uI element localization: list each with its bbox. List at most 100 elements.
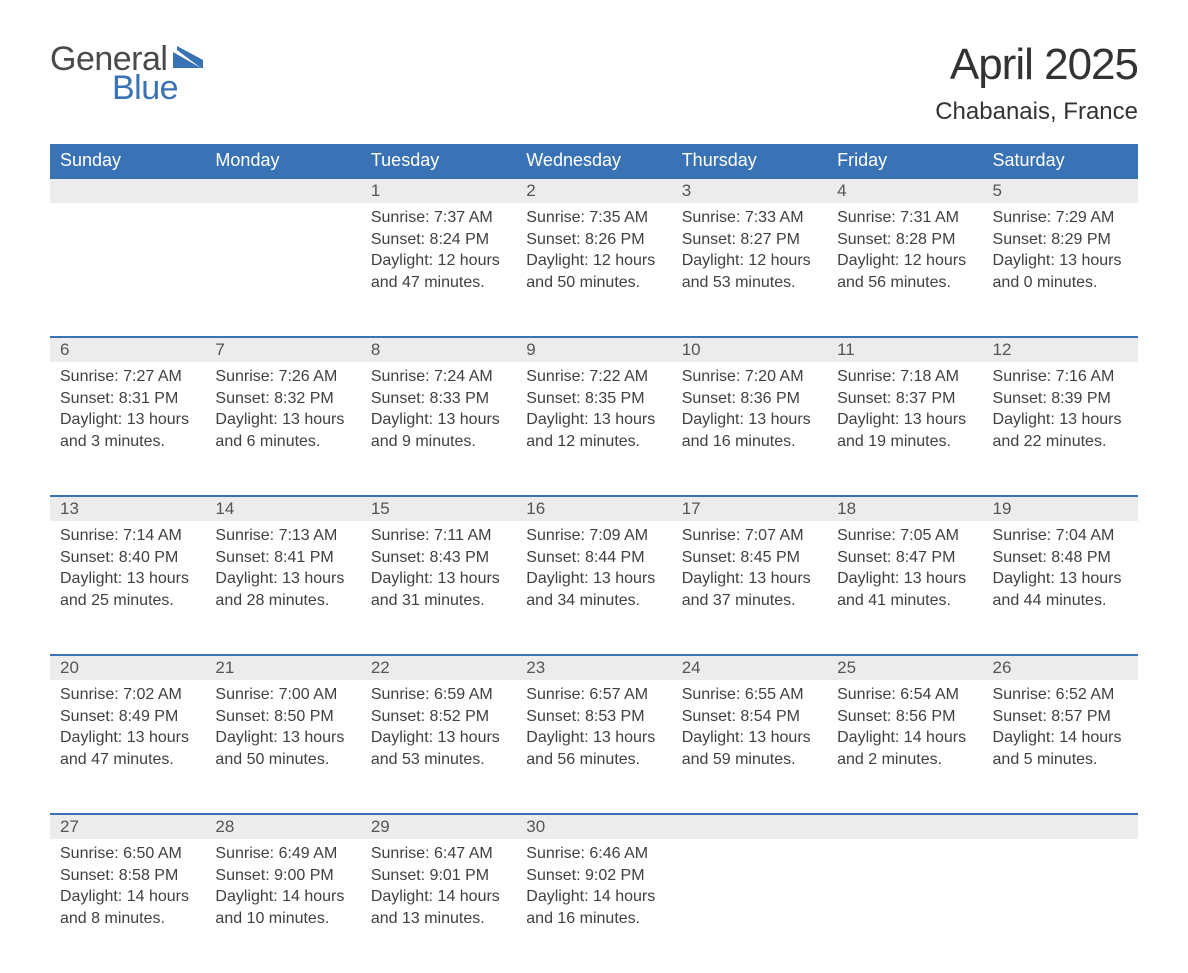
daylight-line: Daylight: 13 hours and 3 minutes. xyxy=(60,409,195,452)
day-number-cell: 19 xyxy=(983,496,1138,521)
sunset-line: Sunset: 9:01 PM xyxy=(371,865,506,887)
day-content-cell: Sunrise: 7:37 AMSunset: 8:24 PMDaylight:… xyxy=(361,203,516,337)
day-content-cell xyxy=(983,839,1138,973)
day-content-cell: Sunrise: 7:22 AMSunset: 8:35 PMDaylight:… xyxy=(516,362,671,496)
day-number-row: 20212223242526 xyxy=(50,655,1138,680)
day-number-cell: 11 xyxy=(827,337,982,362)
sunset-line: Sunset: 8:37 PM xyxy=(837,388,972,410)
day-content-cell: Sunrise: 7:33 AMSunset: 8:27 PMDaylight:… xyxy=(672,203,827,337)
sunrise-line: Sunrise: 7:00 AM xyxy=(215,684,350,706)
daylight-line: Daylight: 12 hours and 50 minutes. xyxy=(526,250,661,293)
sunset-line: Sunset: 8:52 PM xyxy=(371,706,506,728)
sunrise-line: Sunrise: 6:47 AM xyxy=(371,843,506,865)
day-number-cell xyxy=(205,178,360,203)
daylight-line: Daylight: 13 hours and 37 minutes. xyxy=(682,568,817,611)
sunset-line: Sunset: 8:57 PM xyxy=(993,706,1128,728)
sunrise-line: Sunrise: 7:27 AM xyxy=(60,366,195,388)
daylight-line: Daylight: 13 hours and 47 minutes. xyxy=(60,727,195,770)
day-number-cell: 25 xyxy=(827,655,982,680)
weekday-header: Saturday xyxy=(983,144,1138,178)
day-content-cell: Sunrise: 7:20 AMSunset: 8:36 PMDaylight:… xyxy=(672,362,827,496)
sunset-line: Sunset: 8:49 PM xyxy=(60,706,195,728)
sunrise-line: Sunrise: 7:35 AM xyxy=(526,207,661,229)
sunrise-line: Sunrise: 7:31 AM xyxy=(837,207,972,229)
sunset-line: Sunset: 8:27 PM xyxy=(682,229,817,251)
daylight-line: Daylight: 14 hours and 8 minutes. xyxy=(60,886,195,929)
day-content-cell xyxy=(50,203,205,337)
sunrise-line: Sunrise: 7:18 AM xyxy=(837,366,972,388)
sunset-line: Sunset: 8:28 PM xyxy=(837,229,972,251)
day-number-cell: 2 xyxy=(516,178,671,203)
daylight-line: Daylight: 14 hours and 16 minutes. xyxy=(526,886,661,929)
day-number-cell: 6 xyxy=(50,337,205,362)
day-number-row: 27282930 xyxy=(50,814,1138,839)
sunrise-line: Sunrise: 6:46 AM xyxy=(526,843,661,865)
day-content-cell xyxy=(672,839,827,973)
sunset-line: Sunset: 8:50 PM xyxy=(215,706,350,728)
sunrise-line: Sunrise: 6:59 AM xyxy=(371,684,506,706)
daylight-line: Daylight: 13 hours and 44 minutes. xyxy=(993,568,1128,611)
sunrise-line: Sunrise: 7:02 AM xyxy=(60,684,195,706)
sunset-line: Sunset: 8:26 PM xyxy=(526,229,661,251)
sunrise-line: Sunrise: 7:14 AM xyxy=(60,525,195,547)
sunset-line: Sunset: 8:54 PM xyxy=(682,706,817,728)
sunset-line: Sunset: 8:41 PM xyxy=(215,547,350,569)
day-content-cell: Sunrise: 7:31 AMSunset: 8:28 PMDaylight:… xyxy=(827,203,982,337)
day-number-cell: 24 xyxy=(672,655,827,680)
day-content-cell: Sunrise: 7:02 AMSunset: 8:49 PMDaylight:… xyxy=(50,680,205,814)
day-content-cell: Sunrise: 7:09 AMSunset: 8:44 PMDaylight:… xyxy=(516,521,671,655)
day-number-cell: 12 xyxy=(983,337,1138,362)
day-content-row: Sunrise: 7:14 AMSunset: 8:40 PM Daylight:… xyxy=(50,521,1138,655)
day-number-cell: 18 xyxy=(827,496,982,521)
sunrise-line: Sunrise: 7:20 AM xyxy=(682,366,817,388)
daylight-line: Daylight: 14 hours and 13 minutes. xyxy=(371,886,506,929)
daylight-line: Daylight: 13 hours and 28 minutes. xyxy=(215,568,350,611)
sunset-line: Sunset: 8:53 PM xyxy=(526,706,661,728)
day-content-cell: Sunrise: 6:52 AMSunset: 8:57 PMDaylight:… xyxy=(983,680,1138,814)
sunrise-line: Sunrise: 6:50 AM xyxy=(60,843,195,865)
header: General Blue April 2025 Chabanais, Franc… xyxy=(50,40,1138,126)
day-number-cell: 3 xyxy=(672,178,827,203)
sunset-line: Sunset: 8:44 PM xyxy=(526,547,661,569)
weekday-header-row: Sunday Monday Tuesday Wednesday Thursday… xyxy=(50,144,1138,178)
sunset-line: Sunset: 8:43 PM xyxy=(371,547,506,569)
sunset-line: Sunset: 9:00 PM xyxy=(215,865,350,887)
day-number-row: 13141516171819 xyxy=(50,496,1138,521)
day-number-row: 6789101112 xyxy=(50,337,1138,362)
logo: General Blue xyxy=(50,40,207,108)
day-number-cell: 26 xyxy=(983,655,1138,680)
day-number-cell xyxy=(983,814,1138,839)
daylight-line: Daylight: 12 hours and 53 minutes. xyxy=(682,250,817,293)
day-number-cell xyxy=(672,814,827,839)
sunset-line: Sunset: 8:40 PM xyxy=(60,547,195,569)
daylight-line: Daylight: 13 hours and 34 minutes. xyxy=(526,568,661,611)
sunrise-line: Sunrise: 6:55 AM xyxy=(682,684,817,706)
daylight-line: Daylight: 13 hours and 12 minutes. xyxy=(526,409,661,452)
daylight-line: Daylight: 13 hours and 22 minutes. xyxy=(993,409,1128,452)
sunset-line: Sunset: 8:58 PM xyxy=(60,865,195,887)
sunset-line: Sunset: 8:48 PM xyxy=(993,547,1128,569)
title-block: April 2025 Chabanais, France xyxy=(935,40,1138,126)
day-number-cell: 28 xyxy=(205,814,360,839)
day-content-cell: Sunrise: 6:50 AMSunset: 8:58 PMDaylight:… xyxy=(50,839,205,973)
day-content-cell: Sunrise: 7:11 AMSunset: 8:43 PMDaylight:… xyxy=(361,521,516,655)
sunset-line: Sunset: 8:32 PM xyxy=(215,388,350,410)
day-content-cell: Sunrise: 6:47 AMSunset: 9:01 PMDaylight:… xyxy=(361,839,516,973)
day-number-cell: 8 xyxy=(361,337,516,362)
day-number-cell: 16 xyxy=(516,496,671,521)
daylight-line: Daylight: 13 hours and 19 minutes. xyxy=(837,409,972,452)
sunrise-line: Sunrise: 7:24 AM xyxy=(371,366,506,388)
daylight-line: Daylight: 13 hours and 31 minutes. xyxy=(371,568,506,611)
day-number-cell: 13 xyxy=(50,496,205,521)
daylight-line: Daylight: 13 hours and 6 minutes. xyxy=(215,409,350,452)
day-number-cell: 20 xyxy=(50,655,205,680)
day-number-cell: 10 xyxy=(672,337,827,362)
day-content-cell: Sunrise: 6:49 AMSunset: 9:00 PMDaylight:… xyxy=(205,839,360,973)
day-number-cell: 15 xyxy=(361,496,516,521)
daylight-line: Daylight: 13 hours and 9 minutes. xyxy=(371,409,506,452)
day-number-cell xyxy=(827,814,982,839)
day-number-cell: 22 xyxy=(361,655,516,680)
daylight-line: Daylight: 12 hours and 56 minutes. xyxy=(837,250,972,293)
sunrise-line: Sunrise: 7:33 AM xyxy=(682,207,817,229)
sunrise-line: Sunrise: 7:09 AM xyxy=(526,525,661,547)
